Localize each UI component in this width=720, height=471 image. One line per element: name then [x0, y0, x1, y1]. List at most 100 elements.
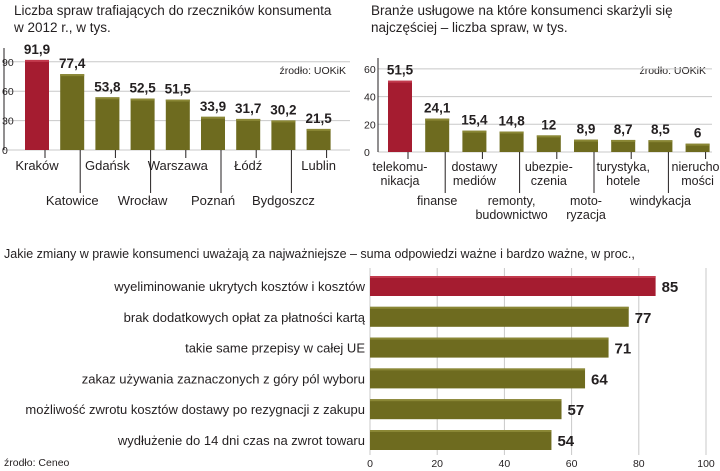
chart1-category-label: Łódź [234, 158, 262, 173]
chart2-value-label: 15,4 [461, 113, 488, 128]
chart2-category-label: turystyka, [596, 160, 650, 174]
chart1-ytick-label: 0 [2, 145, 8, 157]
chart3-bar [370, 306, 629, 327]
chart3-category-label: wyeliminowanie ukrytych kosztów i kosztó… [113, 279, 365, 294]
chart1-source: źrodło: UOKiK [279, 65, 346, 77]
chart2-category-label: windykacja [629, 194, 691, 208]
chart2-value-label: 6 [694, 126, 702, 141]
chart3-category-label: wydłużenie do 14 dni czas na zwrot towar… [117, 433, 365, 448]
chart3-category-label: zakaz używania zaznaczonych z góry pól w… [82, 371, 365, 386]
chart1-ytick-label: 30 [2, 116, 14, 128]
chart3-bar-highlight [370, 306, 629, 309]
chart2-ytick-label: 60 [364, 64, 376, 76]
chart3-bar-highlight [370, 430, 552, 432]
chart2-category-label: ryzacja [566, 208, 606, 222]
chart3-category-label: takie same przepisy w całej UE [185, 341, 365, 356]
chart1-bar-highlight [95, 97, 120, 100]
chart1-category-label: Poznań [191, 193, 235, 208]
chart2-bar [462, 130, 487, 152]
chart2-bar-highlight [499, 131, 524, 134]
chart2-value-label: 14,8 [498, 114, 525, 129]
chart2-bar [425, 118, 450, 152]
chart1-bar-highlight [236, 118, 261, 121]
chart1-category-label: Lublin [301, 158, 336, 173]
chart2-value-label: 51,5 [387, 63, 414, 78]
chart1-bar [165, 99, 190, 150]
chart2-category-label: czenia [531, 174, 567, 188]
chart2-bar [499, 131, 524, 152]
chart2-bar [388, 80, 412, 152]
chart3-xtick-label: 40 [499, 458, 511, 470]
chart2-category-label: mości [681, 174, 714, 188]
chart3-bar [370, 368, 586, 389]
chart1-bar [25, 59, 49, 150]
chart2-bar-highlight [536, 135, 561, 138]
chart2-bar [574, 139, 598, 152]
chart2-category-label: telekomu- [373, 160, 428, 174]
chart2-bar-highlight [611, 139, 636, 142]
chart1-category-label: Katowice [46, 193, 99, 208]
chart3-value-label: 77 [635, 310, 652, 327]
chart3-value-label: 64 [591, 371, 608, 388]
chart2-value-label: 8,9 [577, 122, 596, 137]
chart3-bar [370, 276, 656, 296]
chart2-category-label: moto- [570, 194, 602, 208]
chart2-category-label: dostawy [451, 160, 498, 174]
chart3-value-label: 85 [662, 279, 679, 296]
chart1-category-label: Bydgoszcz [252, 193, 315, 208]
chart-complaints-by-industry: Branże usługowe na które konsumenci skar… [364, 3, 720, 222]
chart3-bar [370, 399, 562, 420]
chart3-bar [370, 430, 552, 450]
chart2-title-line1: Branże usługowe na które konsumenci skar… [371, 3, 673, 18]
chart2-title-line2: najczęściej – liczba spraw, w tys. [371, 20, 568, 35]
chart3-xtick-label: 20 [431, 458, 443, 470]
chart3-value-label: 57 [568, 402, 585, 419]
chart3-bar-highlight [370, 276, 656, 278]
chart2-bar-highlight [388, 80, 412, 83]
chart3-bar-highlight [370, 337, 609, 340]
chart2-ytick-label: 20 [364, 119, 376, 131]
chart1-bar [60, 74, 85, 150]
chart3-xtick-label: 0 [367, 458, 373, 470]
chart2-bar-highlight [685, 143, 710, 146]
chart3-bar-highlight [370, 399, 562, 402]
chart1-bar-highlight [60, 74, 85, 77]
chart2-value-label: 8,5 [651, 122, 670, 137]
chart3-category-label: brak dodatkowych opłat za płatności kart… [124, 310, 366, 325]
chart1-bar [201, 116, 225, 150]
chart1-bar-highlight [271, 120, 296, 123]
chart1-ytick-label: 90 [2, 57, 14, 69]
chart2-bar [611, 139, 636, 152]
chart1-bar-highlight [165, 99, 190, 102]
chart1-bar [130, 98, 155, 150]
chart2-bar-highlight [462, 130, 487, 133]
chart1-bar [236, 118, 261, 150]
chart2-bar-highlight [425, 118, 450, 121]
chart2-value-label: 24,1 [424, 101, 451, 116]
chart3-xtick-label: 60 [566, 458, 578, 470]
chart1-category-label: Warszawa [148, 158, 209, 173]
chart3-source: źrodło: Ceneo [4, 457, 70, 469]
chart2-bar-highlight [648, 140, 673, 143]
chart1-bar-highlight [130, 98, 155, 101]
chart1-bar [306, 128, 331, 150]
chart2-value-label: 8,7 [614, 122, 633, 137]
chart1-bar-highlight [306, 128, 331, 131]
chart2-category-label: mediów [453, 174, 497, 188]
chart1-value-label: 53,8 [94, 79, 121, 94]
chart3-title: Jakie zmiany w prawie konsumenci uważają… [4, 247, 635, 261]
chart2-bar [648, 140, 673, 152]
chart1-bar-highlight [201, 116, 225, 119]
chart2-category-label: nierucho- [672, 160, 720, 174]
chart1-category-label: Wrocław [118, 193, 168, 208]
chart2-value-label: 12 [541, 117, 556, 132]
chart1-value-label: 52,5 [129, 81, 156, 96]
chart2-bar [536, 135, 561, 152]
chart2-category-label: nikacja [381, 174, 420, 188]
chart1-title-line2: w 2012 r., w tys. [13, 20, 111, 35]
chart2-bar-highlight [574, 139, 598, 142]
chart2-category-label: ubezpie- [525, 160, 573, 174]
chart2-category-label: finanse [417, 194, 457, 208]
chart2-category-label: remonty, [488, 194, 536, 208]
chart2-category-label: hotele [606, 174, 640, 188]
